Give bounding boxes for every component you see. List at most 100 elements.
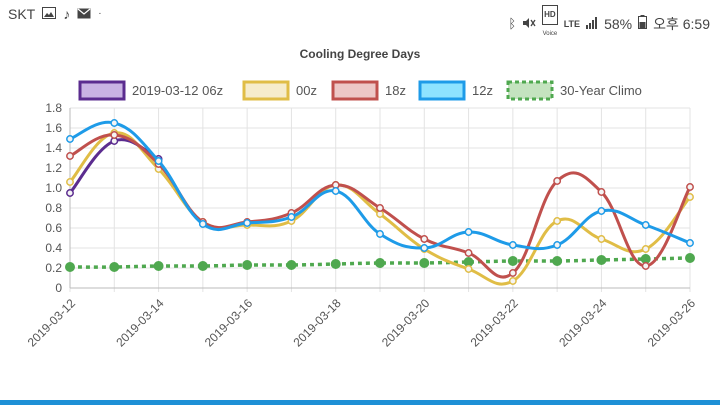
legend-swatch	[78, 80, 126, 101]
data-point	[464, 249, 473, 257]
hd-label: HD	[542, 5, 558, 25]
clock-label: 오후 6:59	[653, 16, 710, 32]
y-tick-label: 0.2	[45, 261, 62, 275]
legend-swatch	[418, 80, 466, 101]
data-point	[66, 135, 74, 143]
carrier-label: SKT	[8, 6, 36, 22]
legend: 2019-03-12 06z 00z 18z 12z 30-Year Climo	[78, 80, 642, 101]
data-point	[553, 217, 562, 225]
data-point	[508, 269, 517, 277]
gallery-icon	[42, 5, 57, 23]
hd-voice-indicator: HD Voice	[542, 5, 558, 43]
data-point	[597, 235, 606, 243]
data-point	[419, 258, 430, 268]
legend-label: 12z	[472, 83, 493, 98]
mute-icon	[522, 15, 536, 33]
data-point	[65, 262, 75, 272]
data-point	[66, 152, 74, 160]
y-tick-label: 1.6	[45, 121, 62, 135]
data-point	[420, 235, 429, 243]
bottom-accent-bar	[0, 400, 720, 405]
data-point	[464, 228, 473, 236]
data-point	[197, 261, 208, 271]
y-tick-label: 1.0	[45, 181, 62, 195]
data-point	[66, 178, 74, 186]
data-point	[686, 239, 694, 247]
legend-item: 30-Year Climo	[506, 80, 642, 101]
legend-label: 00z	[296, 83, 317, 98]
data-point	[110, 119, 119, 127]
voice-label: Voice	[542, 31, 558, 37]
music-note-icon: ♪	[63, 6, 71, 22]
data-point	[375, 258, 385, 268]
data-point	[243, 219, 252, 227]
bluetooth-icon: ᛒ	[508, 16, 517, 31]
data-point	[420, 244, 429, 252]
y-tick-label: 1.4	[45, 141, 62, 155]
data-point	[287, 213, 296, 221]
data-point	[66, 189, 74, 197]
x-tick-label: 2019-03-16	[202, 296, 256, 350]
data-point	[153, 261, 164, 271]
legend-label: 30-Year Climo	[560, 83, 642, 98]
legend-swatch	[506, 80, 554, 101]
data-point	[507, 256, 518, 266]
data-point	[286, 260, 297, 270]
x-tick-label: 2019-03-24	[556, 296, 610, 350]
series-layer	[65, 119, 695, 286]
data-point	[376, 204, 384, 212]
data-point	[553, 177, 562, 185]
legend-item: 12z	[418, 80, 493, 101]
data-point	[198, 220, 207, 228]
data-point	[685, 253, 695, 263]
x-tick-label: 2019-03-22	[468, 296, 522, 350]
battery-icon	[638, 15, 648, 33]
x-tick-label: 2019-03-26	[645, 296, 699, 350]
data-point	[331, 187, 340, 195]
legend-label: 2019-03-12 06z	[132, 83, 223, 98]
y-tick-label: 0	[55, 281, 62, 295]
legend-item: 00z	[242, 80, 317, 101]
signal-icon	[586, 15, 598, 33]
legend-swatch	[242, 80, 290, 101]
y-tick-label: 1.8	[45, 101, 62, 115]
data-point	[154, 157, 163, 165]
data-point	[641, 221, 650, 229]
legend-swatch	[331, 80, 379, 101]
status-left: SKT ♪ ·	[8, 5, 102, 23]
data-point	[597, 207, 606, 215]
data-point	[508, 241, 517, 249]
data-point	[641, 262, 650, 270]
legend-item: 18z	[331, 80, 406, 101]
data-point	[110, 131, 119, 139]
data-point	[596, 255, 607, 265]
battery-label: 58%	[604, 16, 633, 32]
status-bar: SKT ♪ · ᛒ HD Voice LTE 58% 오후 6:59	[0, 0, 720, 37]
series-4	[65, 253, 695, 272]
data-point	[330, 259, 341, 269]
data-point	[109, 262, 120, 272]
data-point	[686, 183, 694, 191]
x-tick-label: 2019-03-14	[113, 296, 167, 350]
y-tick-label: 0.4	[45, 241, 62, 255]
data-point	[464, 265, 473, 273]
legend-item: 2019-03-12 06z	[78, 80, 223, 101]
x-tick-label: 2019-03-20	[379, 296, 433, 350]
series-3	[66, 119, 694, 252]
y-tick-label: 0.8	[45, 201, 62, 215]
data-point	[552, 256, 563, 266]
data-point	[242, 260, 253, 270]
data-point	[597, 188, 606, 196]
data-point	[376, 230, 384, 238]
data-point	[641, 245, 650, 253]
data-point	[553, 241, 562, 249]
chart-title: Cooling Degree Days	[300, 47, 421, 61]
y-tick-label: 1.2	[45, 161, 62, 175]
legend-label: 18z	[385, 83, 406, 98]
dot-icon: ·	[98, 8, 102, 19]
status-right: ᛒ HD Voice LTE 58% 오후 6:59	[508, 5, 710, 43]
mail-icon	[77, 5, 91, 23]
x-tick-label: 2019-03-12	[25, 296, 79, 350]
x-tick-label: 2019-03-18	[290, 296, 344, 350]
